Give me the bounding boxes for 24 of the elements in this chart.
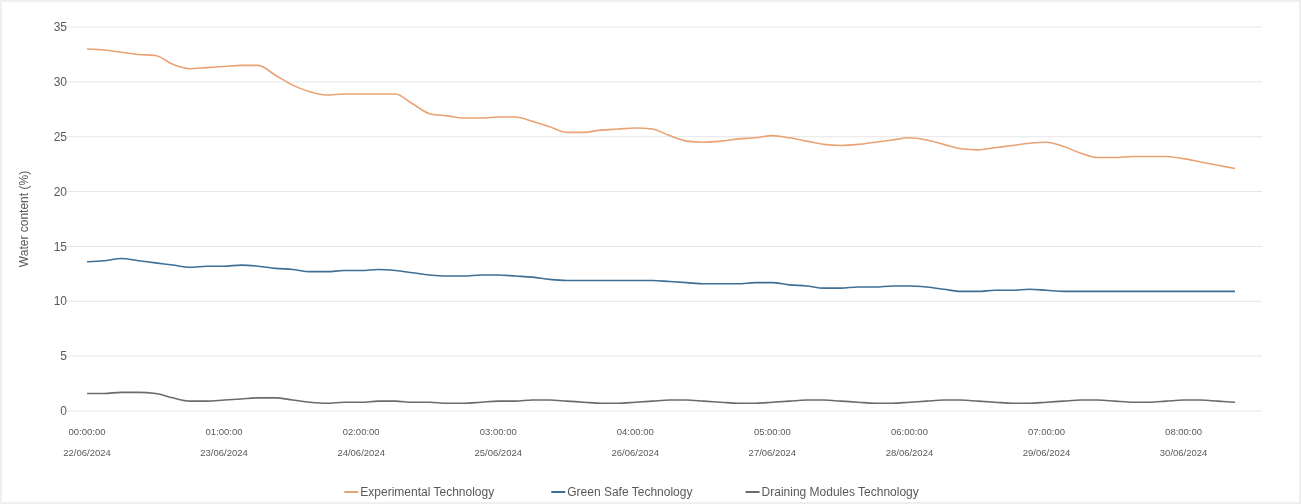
line-series [86, 257, 1236, 293]
y-tick-label: 0 [60, 404, 68, 419]
line-series [86, 48, 1236, 170]
legend-label: Draining Modules Technology [761, 485, 919, 500]
y-axis-title: Water content (%) [17, 170, 31, 268]
x-tick-label: 00:00:00 22/06/2024 [63, 426, 111, 458]
y-tick-label: 20 [53, 184, 68, 199]
x-tick-label: 07:00:00 29/06/2024 [1022, 426, 1071, 458]
legend-label: Green Safe Technology [567, 485, 693, 500]
legend-label: Experimental Technology [360, 485, 495, 500]
y-tick-label: 25 [53, 129, 68, 144]
y-tick-label: 5 [60, 349, 68, 364]
x-tick-label: 03:00:00 25/06/2024 [474, 426, 522, 458]
x-tick-label: 05:00:00 27/06/2024 [748, 426, 797, 458]
y-tick-label: 15 [53, 239, 68, 254]
x-tick-label: 04:00:00 26/06/2024 [611, 426, 660, 458]
x-tick-label: 08:00:00 30/06/2024 [1159, 426, 1208, 458]
y-tick-label: 10 [53, 294, 68, 309]
y-tick-label: 30 [53, 75, 68, 90]
x-tick-label: 06:00:00 28/06/2024 [885, 426, 934, 458]
x-tick-label: 02:00:00 24/06/2024 [337, 426, 385, 458]
y-tick-label: 35 [53, 20, 68, 35]
x-tick-label: 01:00:00 23/06/2024 [200, 426, 248, 458]
line-series [86, 391, 1236, 405]
